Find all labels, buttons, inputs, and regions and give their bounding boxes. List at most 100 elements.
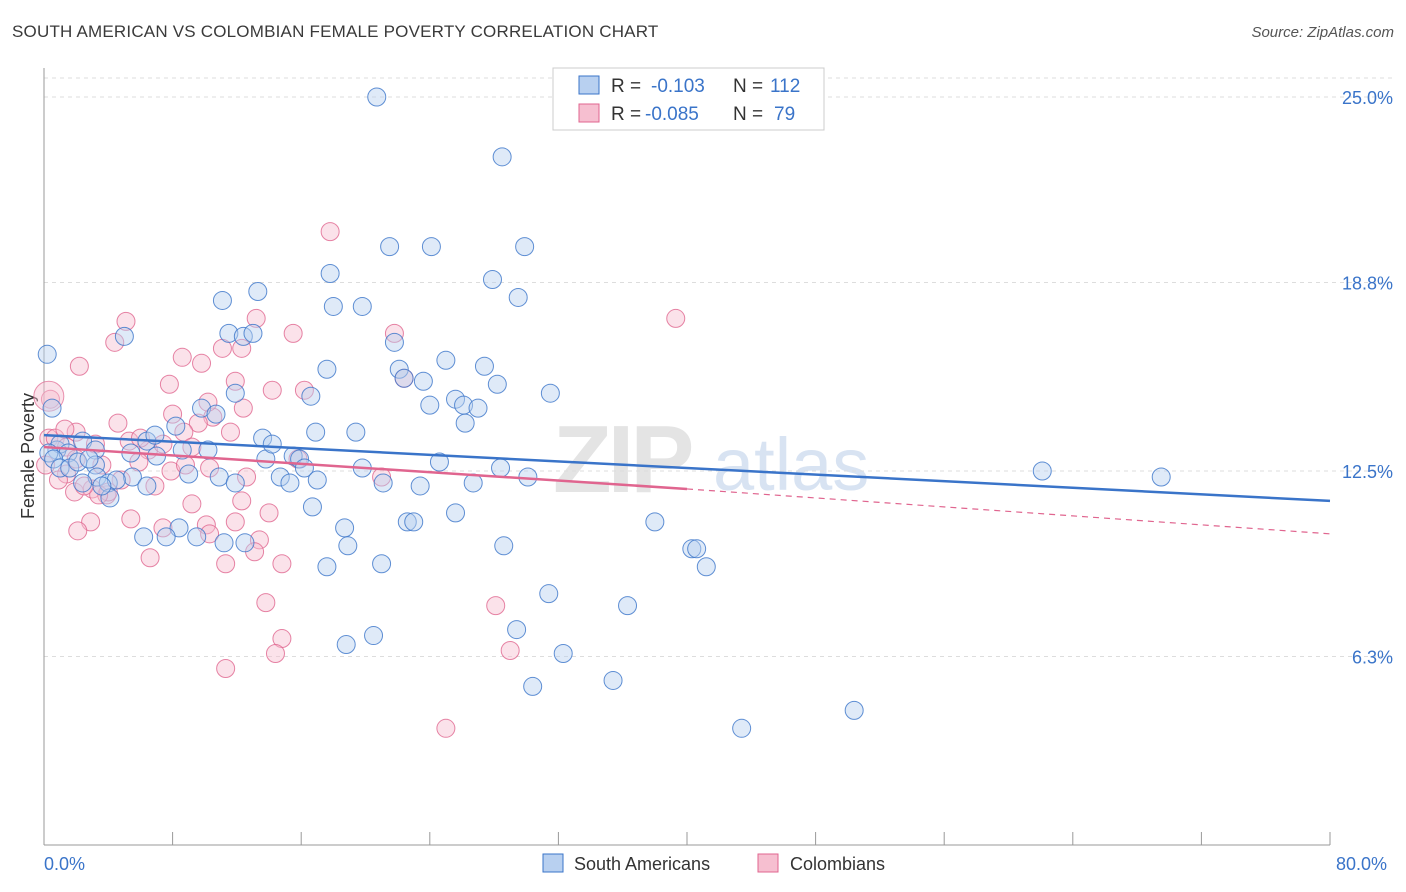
data-point [394,368,414,388]
data-point [237,467,257,487]
data-point [188,413,208,433]
data-point [262,380,282,400]
trend-line-colombians-extension [686,488,1331,535]
data-point [140,548,160,568]
series-legend-swatch-blue [542,853,564,873]
data-point [696,557,716,577]
data-point [182,494,202,514]
legend-n-value-1: 112 [770,76,800,97]
data-point [603,670,623,690]
legend-swatch-pink [578,103,600,123]
data-point [553,644,573,664]
data-point [137,476,157,496]
trend-line-colombians [43,445,688,491]
data-point [216,554,236,574]
data-point [320,264,340,284]
data-point [235,533,255,553]
data-point [198,440,218,460]
data-point [367,87,387,107]
data-point [384,332,404,352]
data-point [618,596,638,616]
data-point [320,222,340,242]
data-point [404,512,424,532]
data-point [206,404,226,424]
data-point [187,527,207,547]
series-legend: South Americans Colombians [542,853,885,874]
data-point [114,326,134,346]
data-point [523,676,543,696]
data-point [413,371,433,391]
data-point [364,626,384,646]
data-point [232,338,252,358]
data-point [256,593,276,613]
data-point [163,404,183,424]
data-point [491,458,511,478]
legend-r-label-1: R = [611,76,641,97]
data-point [209,467,229,487]
data-point [307,470,327,490]
data-point [265,644,285,664]
data-point [105,332,125,352]
x-tick-label-min: 0.0% [44,854,85,874]
data-point [225,473,245,493]
y-tick-label: 12.5% [1342,462,1393,482]
data-point [1032,461,1052,481]
data-point [474,356,494,376]
data-point [317,359,337,379]
legend-n-label-1: N = [733,76,763,97]
data-point [352,296,372,316]
data-point [508,287,528,307]
data-point [420,395,440,415]
data-point [248,281,268,301]
y-tick-label: 25.0% [1342,88,1393,108]
data-point [259,503,279,523]
legend-n-value-2: 79 [774,104,795,125]
y-tick-label: 18.8% [1342,274,1393,294]
data-point [134,527,154,547]
data-point [270,467,290,487]
data-point [42,398,62,418]
data-point [246,308,266,328]
data-point [192,353,212,373]
data-point [108,413,128,433]
watermark-zip: ZIP [553,406,691,513]
data-point [515,237,535,257]
data-point [500,641,520,661]
legend-r-value-1: -0.103 [651,76,705,97]
data-point [283,323,303,343]
data-point [468,398,488,418]
data-point [302,497,322,517]
data-point [540,383,560,403]
data-point [436,718,456,738]
data-point [436,350,456,370]
south-americans-points [37,87,1171,738]
data-point [492,147,512,167]
data-point [232,491,252,511]
data-point [73,473,93,493]
x-axis-ticks [43,832,1331,845]
legend-n-label-2: N = [733,104,763,125]
data-point [216,658,236,678]
x-tick-label-max: 80.0% [1336,854,1387,874]
data-point [50,458,70,478]
data-point [225,512,245,532]
watermark-atlas: atlas [713,423,869,506]
data-point [446,503,466,523]
trend-line-south-americans [43,433,1331,503]
chart-title: SOUTH AMERICAN VS COLOMBIAN FEMALE POVER… [12,22,659,41]
data-point [280,473,300,493]
data-point [116,311,136,331]
data-point [121,509,141,529]
data-point [372,554,392,574]
data-point [55,419,75,439]
data-point [111,470,131,490]
data-point [262,434,282,454]
data-point [272,554,292,574]
data-point [687,539,707,559]
data-point [219,323,239,343]
data-point [421,237,441,257]
data-point [243,323,263,343]
data-point [306,422,326,442]
data-point [106,470,126,490]
series-legend-south-americans: South Americans [574,854,710,874]
